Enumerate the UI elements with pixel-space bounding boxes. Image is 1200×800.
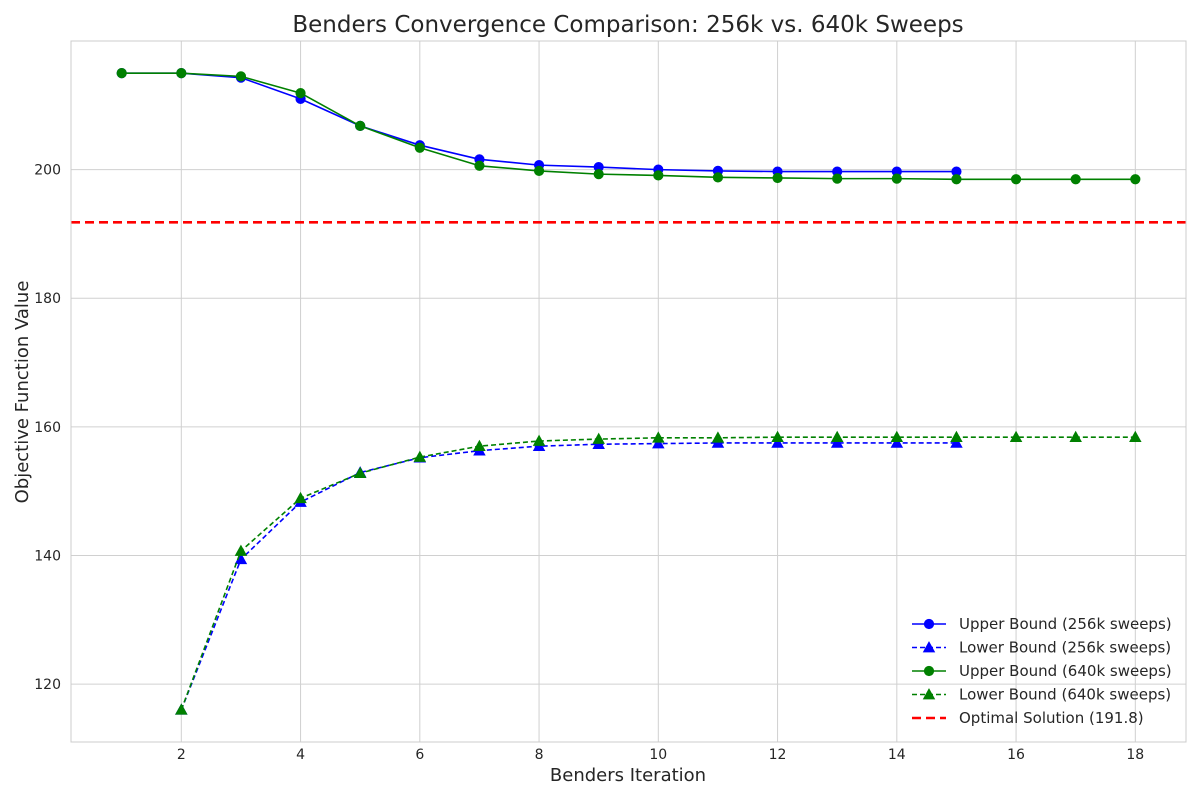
series-line [121, 72, 1136, 181]
data-point [712, 172, 724, 183]
legend-label: Lower Bound (256k sweeps) [959, 639, 1171, 657]
series-line [180, 442, 957, 711]
x-tick-label: 8 [535, 747, 544, 763]
legend-item: Lower Bound (256k sweeps) [912, 639, 1171, 657]
data-point [890, 430, 904, 442]
x-tick-label: 16 [1007, 747, 1025, 763]
data-point [1070, 174, 1081, 185]
data-point [771, 430, 784, 442]
data-point [533, 165, 545, 177]
data-point [1010, 174, 1022, 185]
data-point [234, 544, 248, 556]
data-point [711, 431, 725, 443]
data-point [830, 430, 844, 442]
legend-marker [923, 665, 935, 677]
data-point [890, 436, 904, 448]
x-tick-label: 4 [296, 747, 305, 763]
data-point [473, 439, 486, 451]
data-point [1069, 430, 1082, 442]
data-point [951, 174, 962, 185]
data-point [830, 436, 844, 448]
data-point [413, 450, 427, 462]
x-tick-label: 2 [177, 747, 186, 763]
legend-item: Optimal Solution (191.8) [912, 709, 1144, 727]
y-axis-title: Objective Function Value [12, 281, 33, 504]
series-line [180, 436, 1136, 711]
y-tick-label: 180 [34, 291, 61, 307]
data-point [950, 430, 963, 442]
axes: 2 4 6 8 10 12 14 16 18 120 140 160 180 200 [34, 40, 1187, 763]
data-point [652, 431, 665, 443]
data-point [532, 434, 546, 446]
data-point [950, 436, 963, 448]
data-point [593, 169, 604, 180]
data-point [474, 160, 485, 171]
data-point [891, 173, 902, 184]
x-tick-label: 18 [1126, 747, 1144, 763]
data-point [116, 68, 127, 79]
data-point [295, 87, 306, 99]
legend-label: Upper Bound (640k sweeps) [959, 662, 1172, 680]
data-point [294, 491, 307, 504]
data-point [592, 432, 605, 444]
legend-marker [922, 688, 936, 700]
data-point [653, 170, 664, 181]
series-3 [175, 430, 1142, 715]
x-tick-label: 14 [888, 747, 906, 763]
data-point [772, 172, 783, 184]
legend-marker [923, 618, 935, 630]
data-point [414, 142, 425, 153]
data-point [1009, 430, 1023, 442]
data-point [1130, 174, 1141, 185]
chart-title: Benders Convergence Comparison: 256k vs.… [292, 12, 963, 38]
legend-item: Upper Bound (640k sweeps) [912, 662, 1172, 680]
x-axis-title: Benders Iteration [550, 765, 706, 786]
y-tick-label: 160 [34, 420, 61, 436]
legend-item: Upper Bound (256k sweeps) [912, 615, 1172, 633]
data-point [1129, 430, 1142, 442]
data-point [652, 437, 665, 449]
x-tick-label: 6 [415, 747, 424, 763]
legend-label: Optimal Solution (191.8) [959, 709, 1144, 727]
legend-label: Upper Bound (256k sweeps) [959, 615, 1172, 633]
y-tick-label: 140 [34, 548, 61, 564]
legend-item: Lower Bound (640k sweeps) [912, 686, 1171, 704]
data-point [176, 68, 187, 79]
grid [71, 41, 1186, 742]
x-tick-label: 12 [769, 747, 787, 763]
y-tick-label: 120 [34, 677, 61, 693]
plot-frame [70, 40, 1187, 743]
legend-marker [922, 641, 936, 653]
data-point [353, 466, 367, 478]
legend-label: Lower Bound (640k sweeps) [959, 686, 1171, 704]
series-layer [116, 68, 1142, 715]
legend: Upper Bound (256k sweeps) Lower Bound (25… [912, 615, 1172, 727]
x-tick-label: 10 [649, 747, 667, 763]
data-point [175, 703, 188, 715]
data-point [771, 436, 784, 448]
data-point [355, 120, 366, 131]
data-point [235, 71, 247, 82]
series-2 [116, 68, 1141, 185]
y-tick-label: 200 [34, 163, 61, 179]
data-point [832, 173, 843, 184]
